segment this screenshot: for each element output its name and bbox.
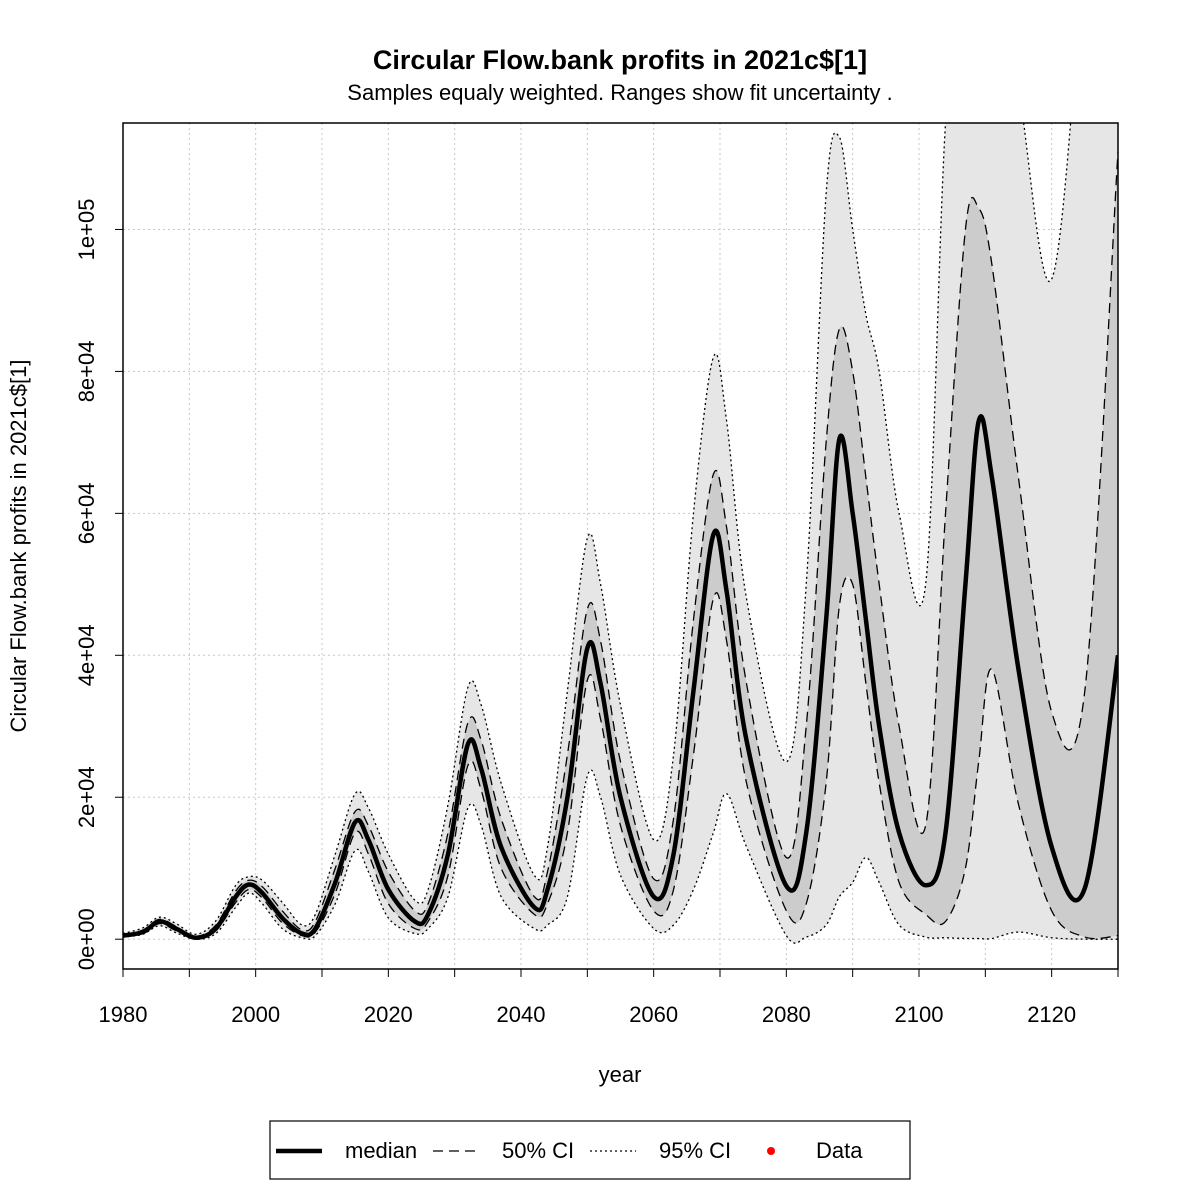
x-tick-label: 1980 [99, 1002, 148, 1027]
ci-line [123, 123, 1072, 935]
y-tick-label: 0e+00 [74, 908, 99, 970]
legend-label: 95% CI [659, 1138, 731, 1163]
x-tick-label: 2000 [231, 1002, 280, 1027]
ci-line [123, 575, 1118, 940]
ci-band [123, 151, 1118, 939]
x-tick-label: 2120 [1027, 1002, 1076, 1027]
y-tick-label: 8e+04 [74, 341, 99, 403]
median-line [123, 413, 1118, 941]
x-tick-label: 2100 [895, 1002, 944, 1027]
y-tick-label: 6e+04 [74, 482, 99, 544]
legend-box [269, 1120, 911, 1180]
x-tick-label: 2060 [629, 1002, 678, 1027]
x-axis-label: year [599, 1062, 642, 1087]
ci-line [123, 151, 1118, 938]
legend-symbol [767, 1147, 775, 1155]
plot-area [123, 123, 1118, 969]
legend-label: 50% CI [502, 1138, 574, 1163]
y-tick-label: 2e+04 [74, 766, 99, 828]
ci-band [123, 123, 1118, 944]
x-tick-label: 2020 [364, 1002, 413, 1027]
legend: median 50% CI 95% CI Data [276, 1138, 863, 1163]
chart-title: Circular Flow.bank profits in 2021c$[1] [373, 45, 867, 75]
axes: 0e+00 2e+04 4e+04 6e+04 8e+04 1e+05 1980 2000 20… [74, 199, 1119, 1027]
y-axis-label: Circular Flow.bank profits in 2021c$[1] [6, 360, 31, 733]
y-tick-label: 4e+04 [74, 624, 99, 686]
y-tick-label: 1e+05 [74, 199, 99, 261]
legend-label: median [345, 1138, 417, 1163]
x-tick-label: 2080 [762, 1002, 811, 1027]
legend-label: Data [816, 1138, 863, 1163]
ci-line [123, 769, 1118, 944]
chart-subtitle: Samples equaly weighted. Ranges show fit… [347, 80, 892, 105]
plot-frame [122, 122, 1119, 970]
x-tick-label: 2040 [497, 1002, 546, 1027]
